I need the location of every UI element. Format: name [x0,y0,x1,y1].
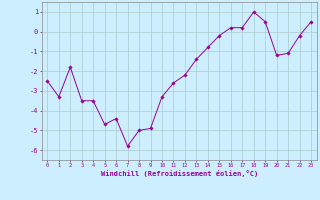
X-axis label: Windchill (Refroidissement éolien,°C): Windchill (Refroidissement éolien,°C) [100,170,258,177]
